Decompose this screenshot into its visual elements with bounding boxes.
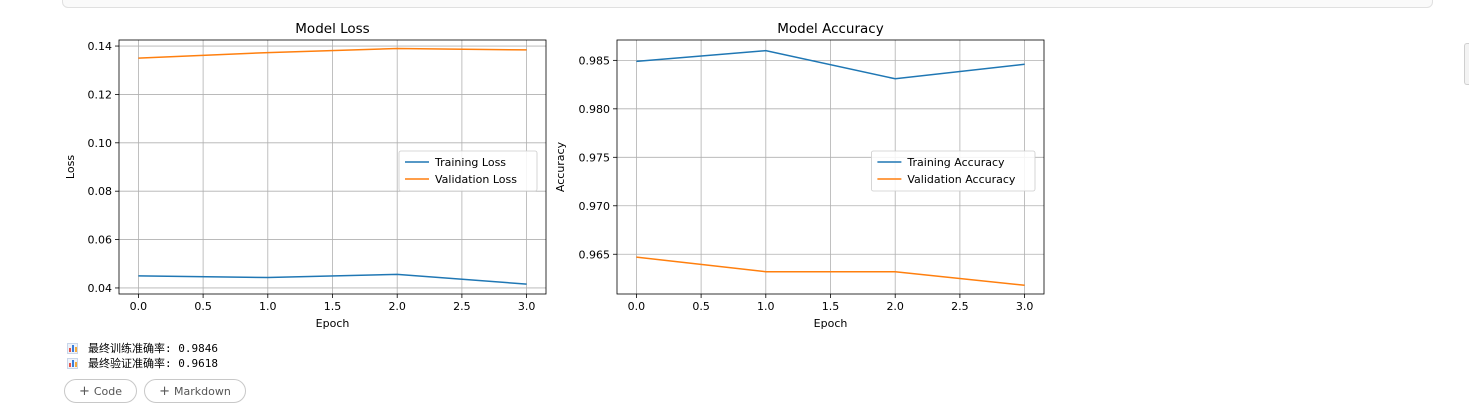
x-tick-label: 2.0 (886, 300, 904, 313)
series-line (138, 273, 527, 285)
y-tick-label: 0.06 (88, 234, 113, 247)
legend-label: Validation Loss (435, 173, 517, 186)
x-tick-label: 3.0 (518, 300, 536, 313)
add-code-label: Code (93, 384, 123, 398)
plus-icon: + (159, 383, 171, 399)
x-tick-label: 2.5 (951, 300, 969, 313)
output-line: 最终验证准确率: 0.9618 (67, 356, 218, 371)
add-markdown-button[interactable]: + Markdown (144, 379, 246, 403)
x-tick-label: 1.0 (757, 300, 775, 313)
chart-title: Model Loss (295, 21, 369, 37)
chart-title: Model Accuracy (777, 21, 883, 37)
final-train-accuracy: 最终训练准确率: 0.9846 (88, 342, 218, 355)
final-val-accuracy: 最终验证准确率: 0.9618 (88, 357, 218, 370)
y-tick-label: 0.980 (579, 103, 611, 116)
legend-label: Training Accuracy (906, 156, 1005, 169)
add-markdown-label: Markdown (174, 384, 231, 398)
previous-cell-bottom (62, 0, 1433, 8)
x-tick-label: 1.5 (822, 300, 840, 313)
y-axis-label: Loss (64, 155, 77, 179)
y-tick-label: 0.04 (88, 282, 113, 295)
x-tick-label: 0.0 (130, 300, 148, 313)
x-tick-label: 0.5 (194, 300, 212, 313)
x-axis-label: Epoch (814, 317, 848, 330)
legend-box (398, 150, 538, 192)
y-axis-label: Accuracy (554, 141, 567, 192)
y-tick-label: 0.970 (579, 200, 611, 213)
y-tick-label: 0.975 (579, 151, 611, 164)
x-tick-label: 3.0 (1016, 300, 1034, 313)
x-tick-label: 2.0 (388, 300, 406, 313)
y-tick-label: 0.14 (88, 40, 113, 53)
cell-output: 最终训练准确率: 0.9846 最终验证准确率: 0.9618 (67, 341, 218, 371)
x-axis-label: Epoch (316, 317, 350, 330)
y-tick-label: 0.10 (88, 137, 113, 150)
x-tick-label: 0.5 (692, 300, 710, 313)
scrollbar-handle[interactable] (1464, 43, 1469, 85)
legend-label: Validation Accuracy (907, 173, 1016, 186)
x-tick-label: 0.0 (628, 300, 646, 313)
add-code-button[interactable]: + Code (64, 379, 137, 403)
legend-box (870, 150, 1036, 192)
accuracy-chart: 0.0 0.5 1.0 1.5 2.0 2.5 3.0 0.965 0.970 0.975 0.98… (554, 21, 1045, 330)
series-line (636, 49, 1025, 80)
y-tick-label: 0.08 (88, 185, 113, 198)
legend-label: Training Loss (434, 156, 506, 169)
bar-chart-icon (67, 358, 78, 369)
output-line: 最终训练准确率: 0.9846 (67, 341, 218, 356)
loss-chart: 0.0 0.5 1.0 1.5 2.0 2.5 3.0 0.04 0.06 0.08 0.10 0.1… (64, 21, 547, 330)
series-line (138, 47, 527, 59)
plus-icon: + (78, 383, 90, 399)
x-tick-label: 1.5 (324, 300, 342, 313)
bar-chart-icon (67, 343, 78, 354)
y-tick-label: 0.965 (579, 248, 611, 261)
x-tick-label: 1.0 (259, 300, 277, 313)
series-line (636, 256, 1025, 287)
y-tick-label: 0.985 (579, 54, 611, 67)
x-tick-label: 2.5 (453, 300, 471, 313)
y-tick-label: 0.12 (88, 88, 113, 101)
